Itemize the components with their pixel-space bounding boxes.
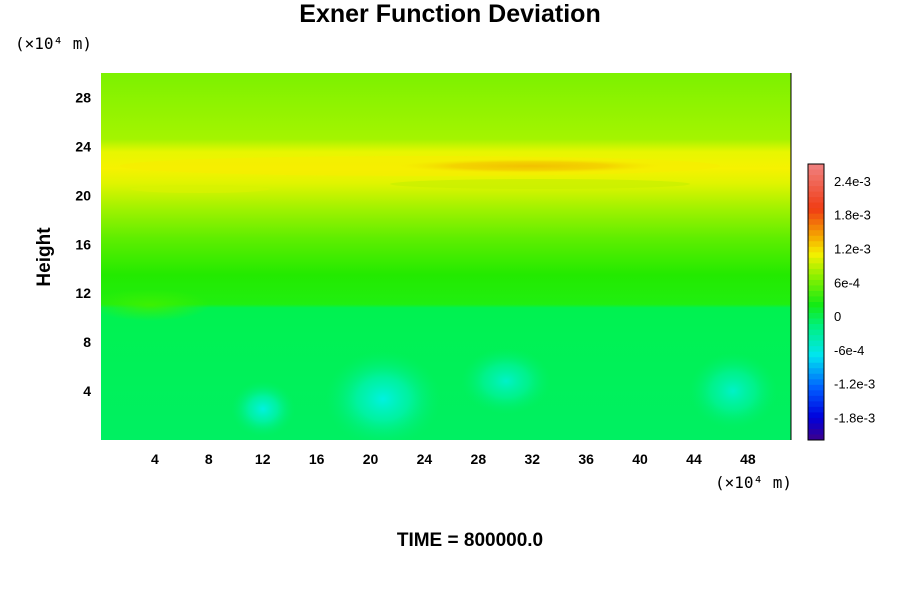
colorbar-segment — [808, 279, 824, 286]
lower-warm-streak — [390, 179, 690, 189]
colorbar-frame — [807, 163, 825, 441]
colorbar-segment — [808, 362, 824, 369]
colorbar-segment — [808, 164, 824, 170]
colorbar-segment — [808, 428, 824, 435]
colorbar-label: -6e-4 — [834, 343, 864, 358]
y-tick-label: 20 — [75, 187, 91, 203]
x-unit-label: (×10⁴ m) — [715, 473, 792, 492]
colorbar: 2.4e-3 1.8e-3 1.2e-3 6e-4 0 -6e-4 -1.2e-3 -1.8e… — [807, 163, 875, 441]
y-tick-label: 16 — [75, 236, 91, 252]
y-tick-label: 24 — [75, 138, 91, 154]
y-tick-label: 4 — [83, 383, 91, 399]
colorbar-segment — [808, 224, 824, 231]
colorbar-segment — [808, 368, 824, 375]
colorbar-segment — [808, 213, 824, 220]
green-lobe — [101, 289, 210, 321]
y-tick-label: 28 — [75, 89, 91, 105]
colorbar-segment — [808, 324, 824, 330]
colorbar-segment — [808, 417, 824, 424]
colorbar-segment — [808, 296, 824, 303]
colorbar-segment — [808, 395, 824, 402]
colorbar-segment — [808, 230, 824, 237]
colorbar-label: -1.2e-3 — [834, 377, 875, 392]
colorbar-segment — [808, 252, 824, 259]
y-unit-label: (×10⁴ m) — [15, 34, 92, 53]
colorbar-label: 1.8e-3 — [834, 208, 871, 223]
colorbar-label: 2.4e-3 — [834, 174, 871, 189]
colorbar-segment — [808, 169, 824, 176]
colorbar-segment — [808, 268, 824, 275]
colorbar-label: -1.8e-3 — [834, 410, 875, 425]
colorbar-segment — [808, 180, 824, 187]
cyan-blob-2 — [325, 351, 441, 440]
colorbar-segment — [808, 390, 824, 397]
colorbar-segment — [808, 373, 824, 380]
x-tick-label: 36 — [578, 451, 594, 467]
colorbar-segment — [808, 329, 824, 336]
x-tick-label: 20 — [363, 451, 379, 467]
colorbar-segment — [808, 351, 824, 358]
colorbar-segment — [808, 186, 824, 192]
plot-area — [101, 73, 791, 440]
colorbar-segment — [808, 346, 824, 353]
x-tick-label: 12 — [255, 451, 271, 467]
x-tick-label: 44 — [686, 451, 702, 467]
colorbar-segment — [808, 318, 824, 325]
colorbar-segment — [808, 357, 824, 364]
x-tick-label: 8 — [205, 451, 213, 467]
colorbar-segment — [808, 384, 824, 391]
colorbar-segment — [808, 202, 824, 209]
x-tick-label: 40 — [632, 451, 648, 467]
colorbar-segment — [808, 219, 824, 226]
field-background — [101, 73, 791, 440]
colorbar-segment — [808, 313, 824, 319]
time-label: TIME = 800000.0 — [396, 530, 544, 551]
x-tick-label: 28 — [471, 451, 487, 467]
x-tick-label: 4 — [151, 451, 159, 467]
colorbar-segment — [808, 257, 824, 264]
colorbar-segment — [808, 307, 824, 314]
colorbar-segment — [808, 197, 824, 204]
colorbar-segment — [808, 263, 824, 270]
colorbar-segment — [808, 379, 824, 386]
colorbar-segment — [808, 335, 824, 342]
colorbar-segment — [808, 434, 824, 441]
y-axis-ticks: 4 8 12 16 20 24 28 — [75, 89, 91, 399]
colorbar-segment — [808, 302, 824, 308]
colorbar-segment — [808, 406, 824, 413]
cyan-blob-1 — [231, 381, 295, 437]
x-tick-label: 16 — [309, 451, 325, 467]
colorbar-label: 1.2e-3 — [834, 241, 871, 256]
colorbar-segment — [808, 241, 824, 248]
colorbar-segment — [808, 412, 824, 419]
colorbar-segment — [808, 290, 824, 297]
chart-title: Exner Function Deviation — [299, 0, 601, 28]
cyan-blob-3 — [461, 348, 551, 414]
colorbar-segment — [808, 340, 824, 347]
x-tick-label: 48 — [740, 451, 756, 467]
x-tick-label: 24 — [417, 451, 433, 467]
left-warm-streak — [130, 185, 270, 193]
colorbar-segment — [808, 401, 824, 408]
colorbar-label: 6e-4 — [834, 275, 860, 290]
colorbar-segment — [808, 423, 824, 430]
orange-blob — [400, 159, 660, 173]
y-tick-label: 12 — [75, 285, 91, 301]
x-axis-ticks: 4 8 12 16 20 24 28 32 36 40 44 48 — [151, 451, 756, 467]
colorbar-segment — [808, 191, 824, 198]
colorbar-segment — [808, 175, 824, 181]
colorbar-segment — [808, 246, 824, 253]
cyan-blob-4 — [689, 353, 777, 429]
colorbar-label: 0 — [834, 309, 841, 324]
colorbar-segment — [808, 274, 824, 281]
colorbar-segment — [808, 208, 824, 215]
y-tick-label: 8 — [83, 334, 91, 350]
y-axis-label: Height — [34, 227, 55, 287]
x-tick-label: 32 — [524, 451, 540, 467]
colorbar-segment — [808, 285, 824, 292]
colorbar-segment — [808, 235, 824, 242]
